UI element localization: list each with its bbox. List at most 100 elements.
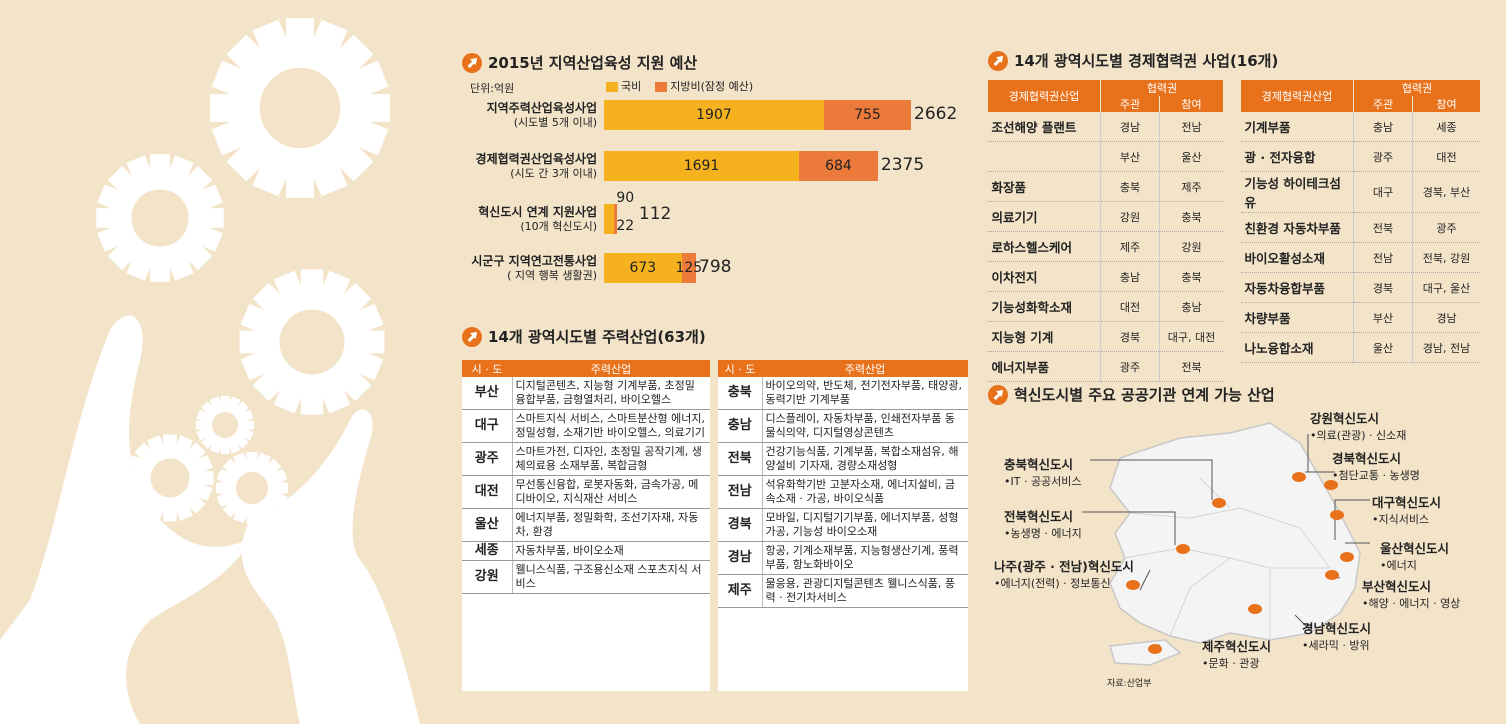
industry-cell: 웰니스식품, 구조용신소재 스포츠지식 서비스 (512, 560, 710, 594)
budget-title: 2015년 지역산업육성 지원 예산 (462, 52, 697, 73)
industry-cell: 석유화학기반 고분자소재, 에너지설비, 금속소재 · 가공, 바이오식품 (762, 475, 968, 509)
region-cell: 전남 (718, 475, 763, 509)
gears-hands-illustration (0, 18, 420, 724)
table-row: 광주 스마트가전, 디자인, 초정밀 공작기계, 생체의료용 소재부품, 복합금형 (462, 442, 710, 476)
table-row: 충북 바이오의약, 반도체, 전기전자부품, 태양광, 동력기반 기계부품 (718, 377, 968, 410)
region-cell: 세종 (462, 541, 513, 561)
city-marker (1325, 570, 1339, 580)
bar-category-name: 지역주력산업육성사업 (486, 101, 597, 115)
participant-cell: 대전 (1412, 141, 1480, 172)
city-industries: •문화 · 관광 (1202, 657, 1260, 670)
bar-value-total: 2662 (914, 104, 958, 124)
city-industries: •에너지 (1380, 559, 1417, 572)
econ-industry-cell (987, 141, 1101, 172)
city-label: 제주혁신도시 •문화 · 관광 (1202, 636, 1271, 671)
econ-industry-cell: 이차전지 (987, 261, 1101, 292)
arrow-icon (462, 52, 482, 73)
bar-local: 684 (799, 151, 878, 181)
city-marker (1176, 544, 1190, 554)
bar-category-name: 혁신도시 연계 지원사업 (478, 205, 597, 219)
participant-cell: 경북, 부산 (1412, 171, 1480, 213)
table-row: 지능형 기계 경북 대구, 대전 (987, 321, 1223, 352)
table-row: 화장품 충북 제주 (987, 171, 1223, 202)
header-lead: 주관 (1353, 96, 1413, 112)
bar-value-national: 90 (616, 190, 635, 206)
table-row: 전북 건강기능식품, 기계부품, 복합소재섬유, 해양설비 기자재, 경량소재성형 (718, 442, 968, 476)
region-cell: 경남 (718, 541, 763, 575)
industry-cell: 디지털콘텐츠, 지능형 기계부품, 초정밀 융합부품, 금형열처리, 바이오헬스 (512, 377, 710, 410)
city-label: 경북혁신도시 •첨단교통 · 농생명 (1332, 448, 1420, 483)
legend-item-local: 지방비(잠정 예산) (655, 78, 753, 94)
table-row: 부산 울산 (987, 141, 1223, 172)
lead-region-cell: 광주 (1353, 141, 1413, 172)
main-industry-table-left: 시 · 도 주력산업 부산 디지털콘텐츠, 지능형 기계부품, 초정밀 융합부품,… (462, 360, 710, 691)
city-industries: •첨단교통 · 농생명 (1332, 469, 1420, 482)
econ-title: 14개 광역시도별 경제협력권 사업(16개) (988, 50, 1278, 71)
city-label: 나주(광주 · 전남)혁신도시 •에너지(전력) · 정보통신 (994, 556, 1134, 591)
participant-cell: 강원 (1159, 231, 1223, 262)
econ-table-left: 경제협력권산업 협력권 주관 참여 조선해양 플랜트 경남 전남 부산 울산 화장품 충북 제… (987, 80, 1223, 382)
participant-cell: 충북 (1159, 201, 1223, 232)
header-cooperation: 협력권 (1353, 80, 1480, 96)
industry-cell: 건강기능식품, 기계부품, 복합소재섬유, 해양설비 기자재, 경량소재성형 (762, 442, 968, 476)
region-cell: 충북 (718, 377, 763, 410)
table-row: 차량부품 부산 경남 (1240, 302, 1480, 333)
main-industry-title: 14개 광역시도별 주력산업(63개) (462, 326, 706, 347)
participant-cell: 경남, 전남 (1412, 332, 1480, 363)
econ-industry-cell: 의료기기 (987, 201, 1101, 232)
city-label: 충북혁신도시 •IT · 공공서비스 (1004, 454, 1082, 489)
econ-industry-cell: 기능성 하이테크섬유 (1240, 171, 1354, 213)
table-row: 바이오활성소재 전남 전북, 강원 (1240, 242, 1480, 273)
lead-region-cell: 경북 (1353, 272, 1413, 303)
lead-region-cell: 경남 (1100, 112, 1160, 142)
city-marker (1248, 604, 1262, 614)
city-industries: •지식서비스 (1372, 513, 1430, 526)
industry-cell: 디스플레이, 자동차부품, 인쇄전자부품 동물식의약, 디지털영상콘텐츠 (762, 409, 968, 443)
table-row: 에너지부품 광주 전북 (987, 351, 1223, 382)
table-row: 세종 자동차부품, 바이오소재 (462, 541, 710, 561)
industry-cell: 모바일, 디지털기기부품, 에너지부품, 성형가공, 기능성 바이오소재 (762, 508, 968, 542)
table-row: 기계부품 충남 세종 (1240, 112, 1480, 142)
region-cell: 광주 (462, 442, 513, 476)
lead-region-cell: 경북 (1100, 321, 1160, 352)
bar-category-label: 시군구 지역연고전통사업( 지역 행복 생활권) (440, 254, 597, 283)
city-industries: •농생명 · 에너지 (1004, 527, 1082, 540)
lead-region-cell: 광주 (1100, 351, 1160, 382)
econ-industry-cell: 광 · 전자융합 (1240, 141, 1354, 172)
lead-region-cell: 전북 (1353, 212, 1413, 243)
econ-industry-cell: 조선해양 플랜트 (987, 112, 1101, 142)
econ-industry-cell: 친환경 자동차부품 (1240, 212, 1354, 243)
header-region: 시 · 도 (462, 360, 512, 377)
region-cell: 대전 (462, 475, 513, 509)
header-cooperation: 협력권 (1100, 80, 1223, 96)
participant-cell: 대구, 대전 (1159, 321, 1223, 352)
lead-region-cell: 충남 (1100, 261, 1160, 292)
bar-value-national: 1907 (696, 107, 732, 123)
participant-cell: 대구, 울산 (1412, 272, 1480, 303)
lead-region-cell: 대구 (1353, 171, 1413, 213)
table-row: 경남 항공, 기계소재부품, 지능형생산기계, 풍력부품, 항노화바이오 (718, 541, 968, 575)
table-row: 경북 모바일, 디지털기기부품, 에너지부품, 성형가공, 기능성 바이오소재 (718, 508, 968, 542)
bar-value-local: 22 (616, 218, 635, 234)
header-econ-industry: 경제협력권산업 (1240, 80, 1354, 112)
city-marker (1292, 472, 1306, 482)
region-cell: 울산 (462, 508, 513, 542)
lead-region-cell: 부산 (1100, 141, 1160, 172)
region-cell: 대구 (462, 409, 513, 443)
bar-local: 755 (823, 100, 911, 130)
industry-cell: 자동차부품, 바이오소재 (512, 541, 710, 561)
table-row: 대전 무선통신융합, 로봇자동화, 금속가공, 메디바이오, 지식재산 서비스 (462, 475, 710, 509)
participant-cell: 전북, 강원 (1412, 242, 1480, 273)
city-marker (1148, 644, 1162, 654)
bar-national: 1907 (604, 100, 824, 130)
city-marker (1126, 580, 1140, 590)
participant-cell: 제주 (1159, 171, 1223, 202)
table-row: 의료기기 강원 충북 (987, 201, 1223, 232)
bar-category-label: 경제협력권산업육성사업 (시도 간 3개 이내) (440, 152, 597, 181)
bar-local (614, 204, 617, 234)
legend-swatch-national (606, 82, 618, 92)
bar-value-national: 1691 (683, 158, 720, 174)
city-name: 충북혁신도시 (1004, 457, 1074, 472)
participant-cell: 울산 (1159, 141, 1223, 172)
header-industry: 주력산업 (762, 360, 968, 377)
